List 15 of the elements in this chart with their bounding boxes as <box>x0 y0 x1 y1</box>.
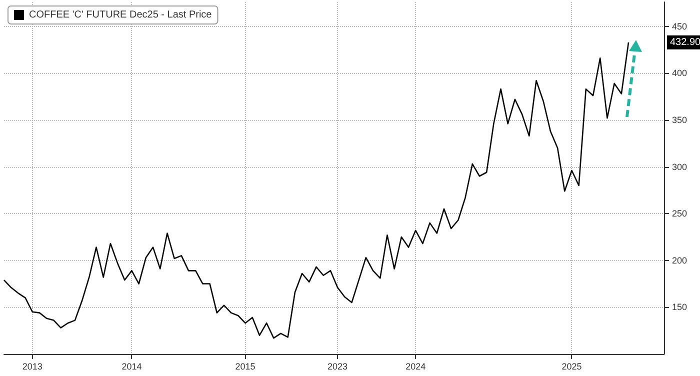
x-tick-label: 2015 <box>235 362 256 372</box>
legend-label: COFFEE 'C' FUTURE Dec25 - Last Price <box>29 10 212 20</box>
text: 432.90 <box>670 36 700 48</box>
y-tick-label: 250 <box>672 208 688 219</box>
x-tick-label: 2014 <box>122 362 142 372</box>
y-tick-label: 400 <box>672 68 688 78</box>
x-tick-label: 2023 <box>328 362 348 372</box>
y-tick-label: 300 <box>672 162 688 172</box>
x-tick-label: 2025 <box>562 362 582 372</box>
x-tick-label: 2013 <box>22 362 42 372</box>
y-tick-label: 350 <box>672 114 688 125</box>
y-tick-label: 450 <box>672 21 688 32</box>
y-tick-label: 200 <box>672 255 688 266</box>
x-tick-label: 2024 <box>406 362 426 372</box>
y-tick-label: 150 <box>672 302 688 312</box>
